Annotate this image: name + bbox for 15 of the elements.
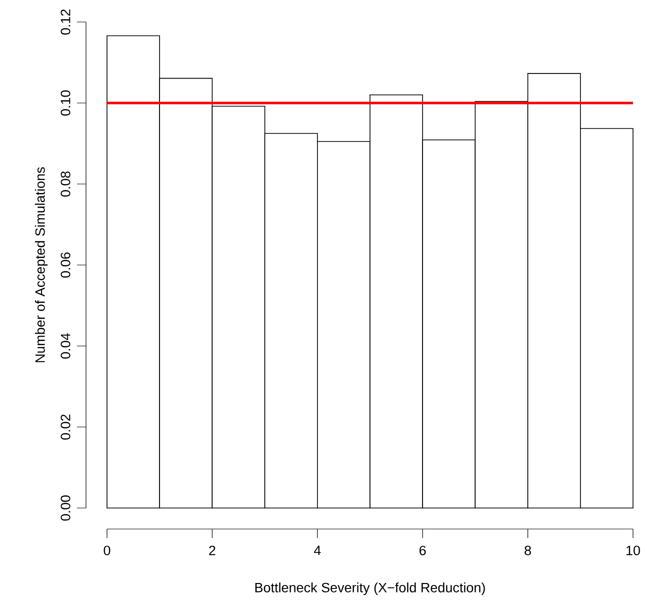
- x-tick-label: 4: [314, 546, 321, 555]
- x-tick-label: 0: [104, 546, 110, 556]
- x-tick-label: 8: [524, 546, 531, 556]
- x-tick-label: 6: [420, 546, 426, 556]
- y-tick-label: 0.06: [60, 252, 70, 278]
- y-tick-label: 0.08: [60, 171, 70, 197]
- y-axis-title: Number of Accepted Simulations: [34, 167, 48, 362]
- x-axis-title: Bottleneck Severity (X−fold Reduction): [255, 582, 485, 596]
- y-tick-label: 0.10: [60, 90, 70, 116]
- y-tick-label: 0.00: [60, 495, 70, 521]
- y-tick-label: 0.12: [60, 10, 70, 35]
- x-tick-label: 2: [209, 546, 216, 556]
- y-tick-label: 0.04: [60, 333, 70, 359]
- y-tick-label: 0.02: [60, 414, 70, 440]
- x-tick-label: 10: [626, 546, 640, 556]
